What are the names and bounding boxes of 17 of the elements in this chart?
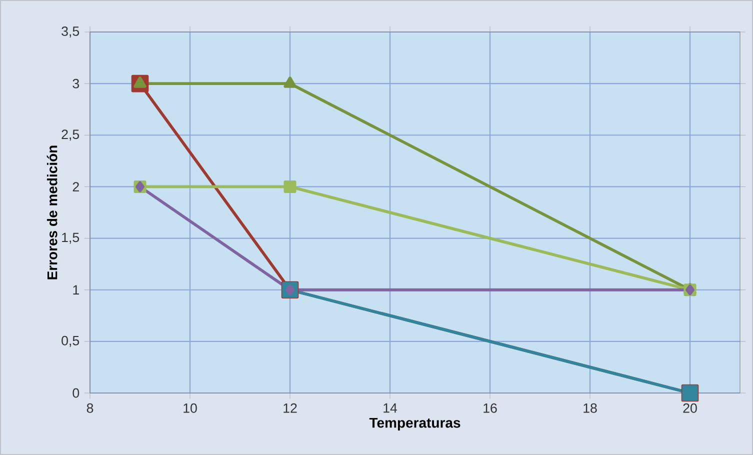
y-tick-label: 3 [72, 78, 80, 88]
x-tick-label: 14 [384, 403, 398, 413]
y-tick-label: 0 [72, 388, 80, 398]
x-tick-label: 16 [484, 403, 497, 413]
y-axis-title: Errores de medición [46, 146, 58, 280]
y-tick-label: 2,5 [62, 130, 80, 141]
y-tick-label: 0,5 [62, 336, 80, 347]
y-tick-label: 3,5 [62, 26, 80, 38]
x-tick-label: 18 [584, 403, 597, 413]
y-tick-label: 1 [73, 285, 79, 294]
y-tick-label: 2 [72, 182, 79, 192]
x-tick-label: 8 [86, 403, 94, 413]
x-axis-title: Temperaturas [369, 418, 460, 431]
x-tick-label: 20 [683, 403, 697, 413]
x-tick-label: 10 [184, 403, 197, 413]
y-tick-label: 1,5 [62, 232, 80, 244]
x-tick-label: 12 [284, 403, 297, 413]
